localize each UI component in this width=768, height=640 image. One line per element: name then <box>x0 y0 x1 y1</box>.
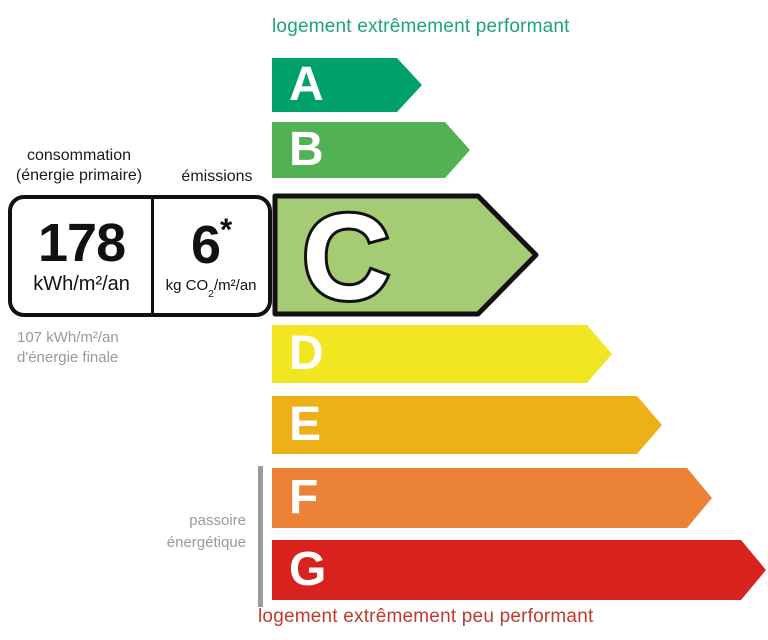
final-energy-line1: 107 kWh/m²/an <box>17 329 119 346</box>
grade-letter-a: A <box>289 58 324 111</box>
emissions-unit-prefix: kg CO <box>165 277 209 294</box>
emissions-cell: 6* kg CO2/m²/an <box>151 199 268 313</box>
consumption-cell: 178 kWh/m²/an <box>12 199 151 313</box>
top-performance-caption: logement extrêmement performant <box>272 16 570 37</box>
c-arrow-shape <box>272 193 539 317</box>
grade-arrow-b: B <box>272 122 470 178</box>
grade-arrow-d: D <box>272 325 612 383</box>
grade-arrow-g: G <box>272 540 766 600</box>
grade-letter-f: F <box>289 471 319 524</box>
energy-sieve-line2: énergétique <box>166 533 246 551</box>
grade-letter-b: B <box>289 123 324 176</box>
final-energy-note: 107 kWh/m²/an d'énergie finale <box>17 328 119 368</box>
grade-letter-e: E <box>289 398 322 451</box>
bottom-performance-caption: logement extrêmement peu performant <box>258 606 594 627</box>
emissions-unit: kg CO2/m²/an <box>165 277 257 299</box>
dpe-value-box: 178 kWh/m²/an 6* kg CO2/m²/an <box>8 195 272 317</box>
emissions-asterisk: * <box>220 212 232 248</box>
grade-arrow-c-current: C <box>272 193 539 317</box>
grade-letter-g: G <box>289 543 327 596</box>
consumption-header: consommation (énergie primaire) <box>0 146 158 187</box>
energy-sieve-bracket-line <box>258 466 263 607</box>
current-grade-letter: C <box>302 193 390 317</box>
emissions-header: émissions <box>181 168 253 185</box>
consumption-header-line2: (énergie primaire) <box>15 167 143 185</box>
emissions-unit-suffix: /m²/an <box>214 277 257 294</box>
emissions-unit-subscript: 2 <box>208 287 214 300</box>
emissions-number: 6 <box>190 215 221 275</box>
emissions-value: 6* <box>190 214 232 275</box>
energy-sieve-label: passoire énergétique <box>96 510 246 554</box>
grade-arrow-a: A <box>272 58 422 112</box>
energy-sieve-line1: passoire <box>189 512 246 529</box>
grade-arrow-f: F <box>272 468 712 528</box>
consumption-value: 178 <box>38 213 126 273</box>
consumption-unit: kWh/m²/an <box>33 273 130 295</box>
final-energy-line2: d'énergie finale <box>17 348 119 366</box>
grade-letter-d: D <box>289 327 324 380</box>
consumption-header-line1: consommation <box>26 147 132 164</box>
grade-arrow-e: E <box>272 396 662 454</box>
